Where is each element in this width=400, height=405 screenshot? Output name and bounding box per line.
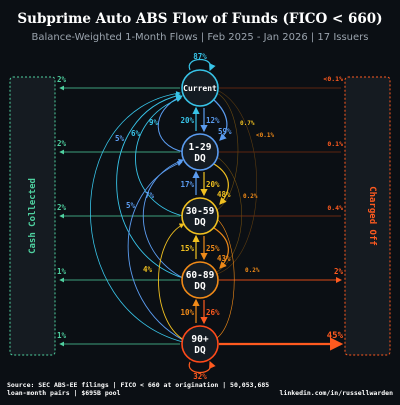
- cash-pct-1-29: 2%: [57, 139, 67, 148]
- pct-current-to-30-59: 0.7%: [240, 120, 255, 127]
- cash-flows: 2% 2% 2% 1% 1%: [57, 75, 180, 347]
- node-30-59-sub: DQ: [194, 217, 206, 228]
- arc-30-59-to-current: [135, 96, 184, 217]
- pct-30-59-to-60-89: 43%: [217, 254, 231, 263]
- cure-pct-1: 20%: [180, 116, 194, 125]
- cash-collected-box: Cash Collected: [9, 76, 56, 356]
- cure-pct-4: 10%: [180, 308, 194, 317]
- arc-1-29-to-30-59: [213, 163, 229, 205]
- charge-off-flows: <0.1% 0.1% 0.4% 2% 45%: [219, 75, 344, 351]
- pct-current-to-60-89: <0.1%: [256, 132, 274, 139]
- self-loops: 87% 32%: [188, 52, 216, 381]
- node-60-89-dq[interactable]: 60-89 DQ: [181, 261, 219, 299]
- pct-60-89-to-90-side: 0.2%: [245, 267, 260, 274]
- pct-1-29-to-60-89: 0.2%: [243, 193, 258, 200]
- roll-pct-2: 20%: [206, 180, 220, 189]
- arc-pct-f: 4%: [143, 265, 153, 274]
- cash-pct-60-89: 1%: [57, 267, 67, 276]
- node-90-label: 90+: [191, 334, 208, 345]
- charged-off-box: Charged Off: [344, 76, 391, 356]
- cure-arcs: 5% 6% 9% 5% 7% 4%: [89, 91, 185, 343]
- pct-1-29-to-30-59: 48%: [217, 190, 231, 199]
- roll-pct-1: 12%: [206, 116, 220, 125]
- roll-pct-4: 26%: [206, 308, 220, 317]
- node-90-plus-dq[interactable]: 90+ DQ: [181, 325, 219, 363]
- node-1-29-dq[interactable]: 1-29 DQ: [181, 133, 219, 171]
- roll-pct-3: 25%: [206, 244, 220, 253]
- charged-off-label: Charged Off: [367, 186, 377, 246]
- page-title: Subprime Auto ABS Flow of Funds (FICO < …: [17, 11, 382, 27]
- cash-pct-30-59: 2%: [57, 203, 67, 212]
- cash-pct-90: 1%: [57, 331, 67, 340]
- self-loop-90-pct: 32%: [193, 372, 207, 381]
- node-30-59-dq[interactable]: 30-59 DQ: [181, 197, 219, 235]
- arc-1-29-to-60-89: [216, 156, 242, 273]
- cure-pct-3: 15%: [180, 244, 194, 253]
- arc-pct-e: 7%: [145, 191, 155, 200]
- footer-credit: linkedin.com/in/russellwarden: [280, 389, 394, 397]
- co-pct-1-29: 0.1%: [327, 140, 343, 148]
- pct-current-to-1-29: 59%: [218, 127, 232, 136]
- arc-60-89-to-current: [116, 93, 184, 279]
- arc-pct-b: 6%: [131, 129, 141, 138]
- arc-90-to-current: [89, 91, 184, 343]
- cure-pct-2: 17%: [180, 180, 194, 189]
- arc-90-to-30-59: [158, 223, 185, 341]
- cash-collected-label: Cash Collected: [28, 178, 38, 254]
- node-60-89-label: 60-89: [186, 270, 215, 281]
- arc-current-to-1-29: [213, 99, 228, 141]
- self-loop-current: [188, 58, 216, 72]
- node-30-59-label: 30-59: [186, 206, 215, 217]
- page-subtitle: Balance-Weighted 1-Month Flows | Feb 202…: [31, 32, 368, 43]
- node-90-sub: DQ: [194, 345, 206, 356]
- arc-pct-c: 9%: [149, 118, 159, 127]
- arc-pct-d: 5%: [126, 201, 136, 210]
- arc-60-89-to-1-29: [142, 159, 184, 279]
- cash-pct-current: 2%: [57, 75, 67, 84]
- co-pct-60-89: 2%: [334, 267, 344, 276]
- node-current[interactable]: Current: [181, 69, 219, 107]
- arc-current-to-60-89: [216, 89, 258, 275]
- node-1-29-label: 1-29: [189, 142, 212, 153]
- arc-pct-a: 5%: [115, 134, 125, 143]
- vertical-flows: 20% 12% 17% 20% 15% 25% 10% 26%: [180, 106, 220, 325]
- self-loop-current-pct: 87%: [193, 52, 207, 61]
- co-pct-90: 45%: [327, 331, 344, 341]
- arc-90-to-1-29: [127, 161, 184, 341]
- co-pct-30-59: 0.4%: [327, 204, 343, 212]
- node-1-29-sub: DQ: [194, 153, 206, 164]
- roll-arcs: 59% 0.7% <0.1% 48% 0.2% 43% 0.2%: [213, 89, 274, 339]
- arc-30-59-to-90-side: [216, 218, 235, 339]
- co-pct-current: <0.1%: [323, 75, 343, 83]
- node-60-89-sub: DQ: [194, 281, 206, 292]
- footer-source-line1: Source: SEC ABS-EE filings | FICO < 660 …: [7, 381, 269, 390]
- node-current-label: Current: [183, 84, 217, 93]
- footer-source-line2: loan-month pairs | $695B pool: [7, 389, 121, 398]
- self-loop-90: [188, 360, 216, 374]
- arc-30-59-to-60-89: [213, 227, 229, 269]
